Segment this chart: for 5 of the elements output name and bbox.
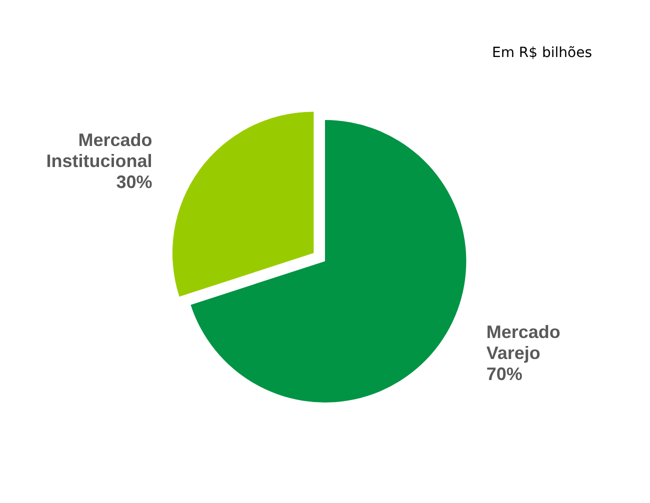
data-label: 30% <box>116 172 152 192</box>
slice-label: Mercado Varejo <box>486 322 560 364</box>
data-label: 70% <box>486 364 522 384</box>
text: Em R$ bilhões <box>492 45 592 61</box>
slice-label: Mercado Institucional <box>46 130 152 172</box>
